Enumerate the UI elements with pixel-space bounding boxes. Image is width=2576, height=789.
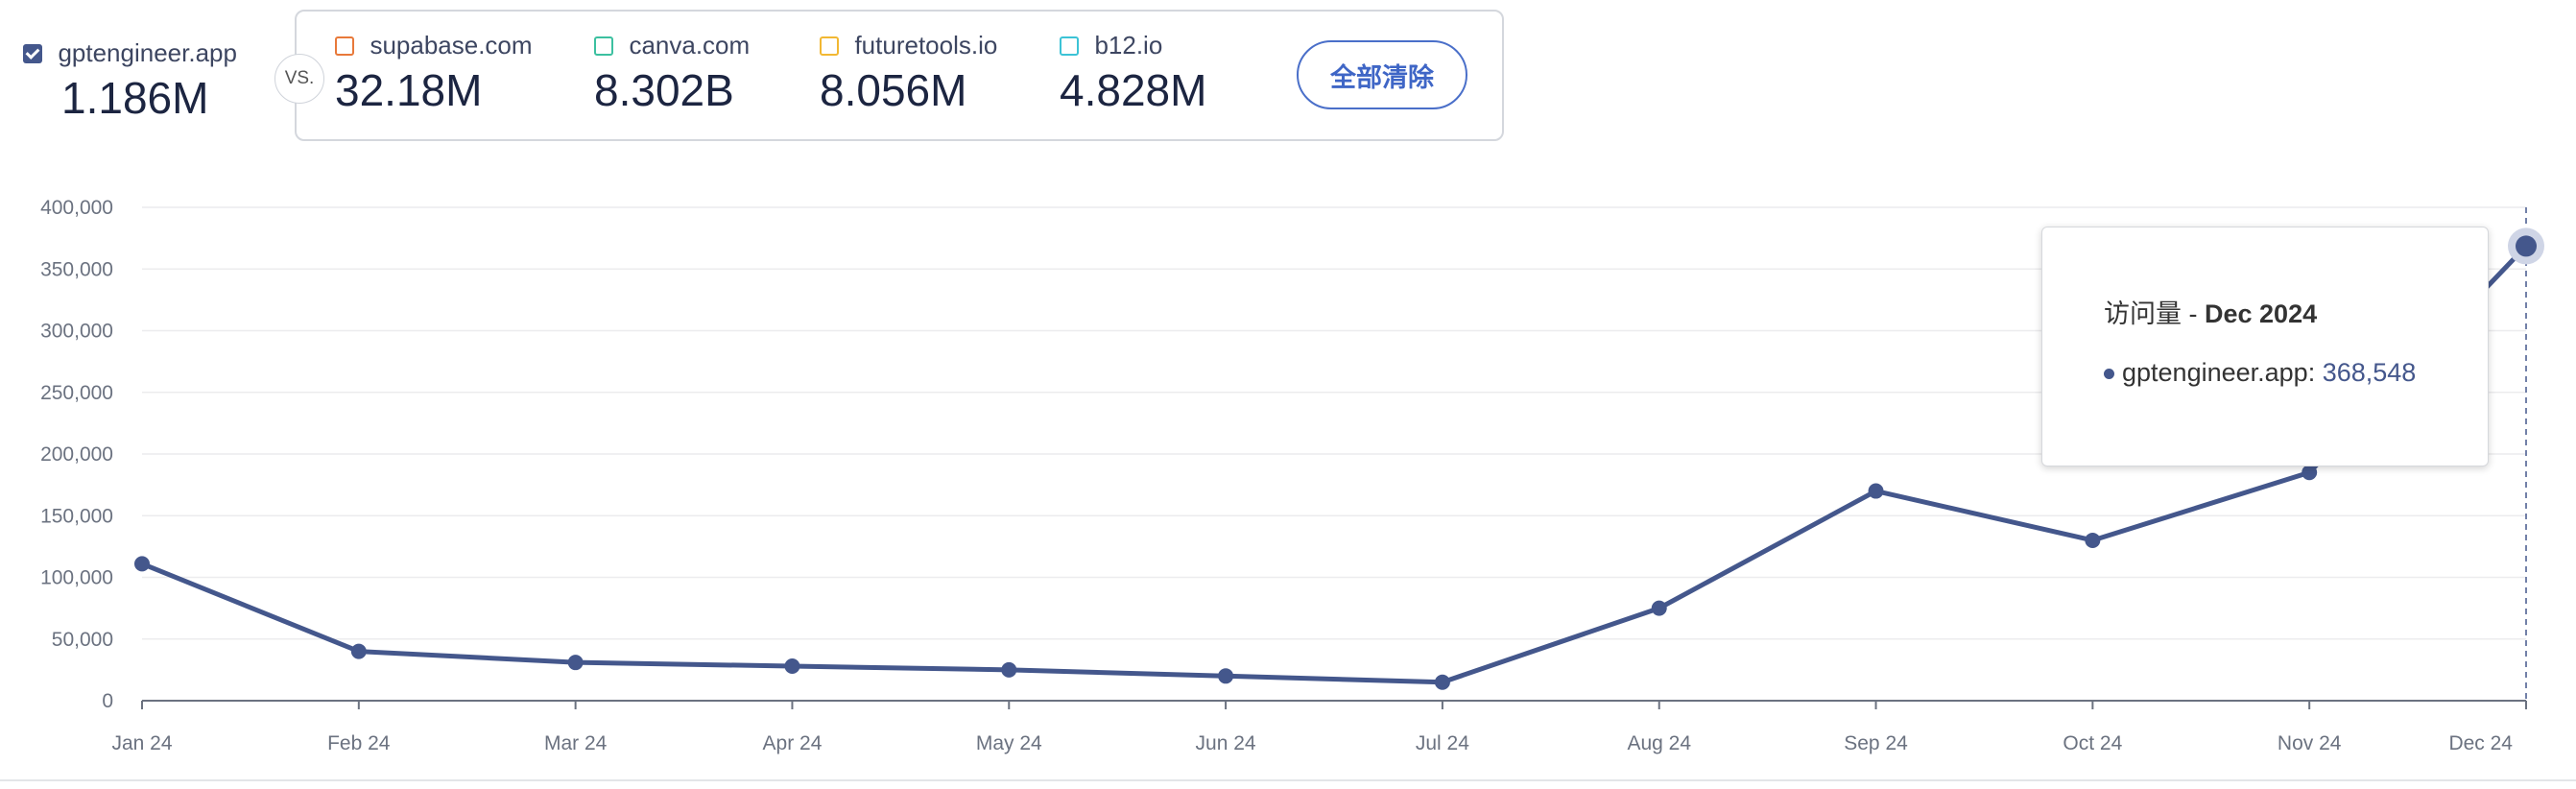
comparison-value: 4.828M	[1060, 65, 1207, 115]
comparison-value: 8.302B	[594, 65, 734, 115]
data-point	[134, 556, 150, 572]
y-tick-label: 200,000	[40, 443, 113, 466]
y-tick-label: 400,000	[40, 197, 113, 219]
data-point	[784, 658, 800, 675]
x-tick-label: Nov 24	[2278, 732, 2342, 754]
primary-checkbox[interactable]	[23, 43, 42, 63]
x-tick-label: Jul 24	[1416, 732, 1469, 754]
series-dot-icon	[2104, 369, 2114, 380]
comparison-site-name: b12.io	[1094, 31, 1163, 60]
series-line	[141, 244, 2528, 685]
x-tick-label: Aug 24	[1627, 732, 1691, 754]
tooltip-row: gptengineer.app: 368,548	[2104, 358, 2416, 388]
primary-site: gptengineer.app 1.186M	[23, 38, 237, 124]
x-tick-label: Oct 24	[2063, 732, 2122, 754]
comparison-item: futuretools.io 8.056M	[820, 31, 997, 116]
tooltip-title: 访问量 - Dec 2024	[2104, 293, 2317, 330]
comparison-value: 32.18M	[335, 65, 483, 115]
tooltip-title-prefix: 访问量 -	[2104, 299, 2205, 328]
comparison-site-name: supabase.com	[370, 31, 533, 60]
y-tick-label: 0	[102, 690, 113, 712]
comparison-item: canva.com 8.302B	[594, 31, 750, 116]
comparison-value: 8.056M	[820, 65, 967, 115]
clear-all-button[interactable]: 全部清除	[1297, 40, 1467, 109]
data-point	[1434, 674, 1450, 690]
x-tick-label: May 24	[976, 732, 1042, 754]
chart-tooltip: 访问量 - Dec 2024 gptengineer.app: 368,548	[2041, 227, 2489, 466]
x-tick-label: Jan 24	[111, 732, 172, 754]
y-tick-label: 350,000	[40, 258, 113, 280]
y-tick-label: 100,000	[40, 567, 113, 589]
data-point	[1218, 668, 1234, 684]
x-tick-label: Dec 24	[2448, 732, 2513, 754]
data-point	[1001, 661, 1017, 678]
x-tick-label: Sep 24	[1844, 732, 1908, 754]
comparison-checkbox[interactable]	[335, 36, 354, 56]
comparison-panel: supabase.com 32.18M canva.com 8.302B fut…	[295, 10, 1504, 141]
comparison-checkbox[interactable]	[820, 36, 839, 56]
comparison-item: b12.io 4.828M	[1060, 31, 1206, 116]
comparison-item: supabase.com 32.18M	[335, 31, 533, 116]
y-tick-label: 300,000	[40, 321, 113, 343]
primary-site-name: gptengineer.app	[58, 38, 237, 67]
y-tick-label: 150,000	[40, 505, 113, 527]
bottom-divider	[0, 779, 2576, 781]
data-point	[2085, 532, 2101, 548]
comparison-checkbox[interactable]	[1060, 36, 1079, 56]
vs-badge: VS.	[274, 54, 324, 104]
x-tick-label: Mar 24	[544, 732, 608, 754]
data-point	[1651, 600, 1667, 616]
y-tick-label: 250,000	[40, 382, 113, 404]
data-point	[567, 655, 584, 671]
highlight-point	[2516, 235, 2537, 257]
data-point	[350, 643, 367, 659]
tooltip-series-name: gptengineer.app	[2122, 358, 2308, 387]
comparison-site-name: canva.com	[629, 31, 751, 60]
data-point	[1868, 483, 1884, 499]
x-tick-label: Feb 24	[327, 732, 391, 754]
primary-site-value: 1.186M	[61, 73, 209, 123]
comparison-checkbox[interactable]	[594, 36, 613, 56]
data-point	[2302, 465, 2318, 481]
x-tick-label: Apr 24	[763, 732, 823, 754]
tooltip-value: 368,548	[2322, 358, 2417, 387]
y-tick-label: 50,000	[52, 629, 113, 651]
x-tick-label: Jun 24	[1196, 732, 1256, 754]
comparison-site-name: futuretools.io	[854, 31, 998, 60]
tooltip-month: Dec 2024	[2205, 299, 2318, 328]
